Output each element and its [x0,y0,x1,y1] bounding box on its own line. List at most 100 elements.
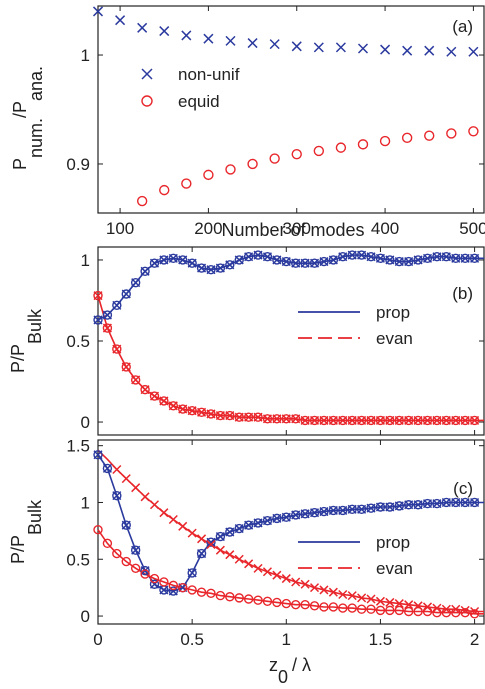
x-tick-label: 1 [282,630,291,649]
data-point-o [366,604,376,614]
data-point-o [291,258,301,268]
data-point-equid [159,184,170,196]
data-point-o [187,585,197,595]
data-point-x [347,591,357,601]
data-point-o [168,580,179,591]
data-point-o [196,407,207,418]
data-point-o [451,415,461,426]
data-point-o [253,518,263,528]
data-point-non-unif [269,39,280,50]
data-point-o [215,263,226,273]
data-point-x [206,539,216,550]
panel-label: (c) [453,479,473,498]
data-point-equid [181,178,192,189]
data-point-o [140,384,150,395]
data-point-non-unif [424,45,435,56]
y-axis-label-part: ana. [26,66,46,101]
data-point-x [131,483,141,493]
plot-frame [97,439,485,625]
data-point-o [262,252,273,262]
data-point-x [262,567,272,577]
data-point-o [225,527,235,537]
data-point-o [215,590,226,601]
x-tick-label: 400 [371,219,399,238]
data-point-o [291,414,301,424]
panel-b-chart: 0 0.5 1 (b) prop evan P/PBulk [8,246,485,436]
y-axis-label-sub: Bulk [25,308,45,344]
x-axis-label-sub: 0 [278,667,288,687]
series-line-0 [97,454,484,592]
data-point-o [394,256,404,267]
y-tick-label: 0 [81,413,90,432]
data-point-x [319,585,329,595]
data-point-o [328,415,339,426]
data-point-o [262,414,273,424]
data-point-x [394,599,404,609]
x-tick-label: 300 [283,219,311,238]
y-tick-label: 1 [81,46,90,65]
plot-frame [97,246,485,436]
data-point-o [432,252,442,262]
data-point-o [253,595,263,605]
data-point-o [422,253,433,264]
data-point-x [451,604,461,614]
data-point-o [375,415,386,426]
data-point-x [338,589,348,599]
data-point-o [356,504,367,514]
data-point-o [159,577,169,587]
data-point-o [422,415,433,426]
data-point-x [328,587,338,597]
y-axis-label-sub: Bulk [25,499,45,535]
data-point-o [112,300,122,311]
data-point-x [470,606,480,617]
data-point-equid [313,145,325,157]
data-point-o [168,586,179,596]
data-point-o [234,593,244,603]
legend-label-non-unif: non-unif [178,65,240,84]
data-point-o [187,405,197,416]
data-point-o [262,596,273,606]
data-point-x [159,508,169,518]
data-point-o [385,415,395,426]
data-point-o [413,606,423,617]
data-point-o [291,599,301,610]
data-point-o [375,253,386,264]
data-point-o [140,266,150,277]
data-point-o [102,323,113,333]
data-point-x [357,593,367,603]
y-tick-label: 0 [81,607,90,626]
y-axis-label-part: /P [10,101,30,118]
data-point-equid [446,128,457,139]
data-point-x [253,563,263,573]
data-point-o [196,587,207,597]
data-point-o [206,588,216,599]
legend-label-prop: prop [376,533,410,552]
data-point-o [102,538,113,549]
data-point-o [272,414,282,424]
data-point-equid [357,139,369,150]
data-point-x [413,601,423,611]
y-axis-label-part: P [10,158,30,170]
data-point-non-unif [313,42,324,53]
data-point-equid [291,148,302,160]
data-point-non-unif [446,46,457,57]
data-point-o [347,603,357,613]
data-point-o [243,594,254,604]
data-point-o [441,497,452,508]
data-point-o [149,391,160,401]
data-point-o [149,573,160,584]
data-point-x [225,550,235,560]
data-point-o [112,548,122,559]
data-point-o [243,412,254,422]
data-point-x [244,559,254,569]
x-tick-label: 100 [106,219,134,238]
data-point-x [178,521,188,531]
data-point-non-unif [137,22,148,33]
data-point-o [178,255,188,265]
data-point-o [347,415,357,426]
data-point-o [300,509,310,519]
data-point-o [93,290,103,301]
data-point-o [93,525,103,535]
data-point-o [215,410,226,421]
